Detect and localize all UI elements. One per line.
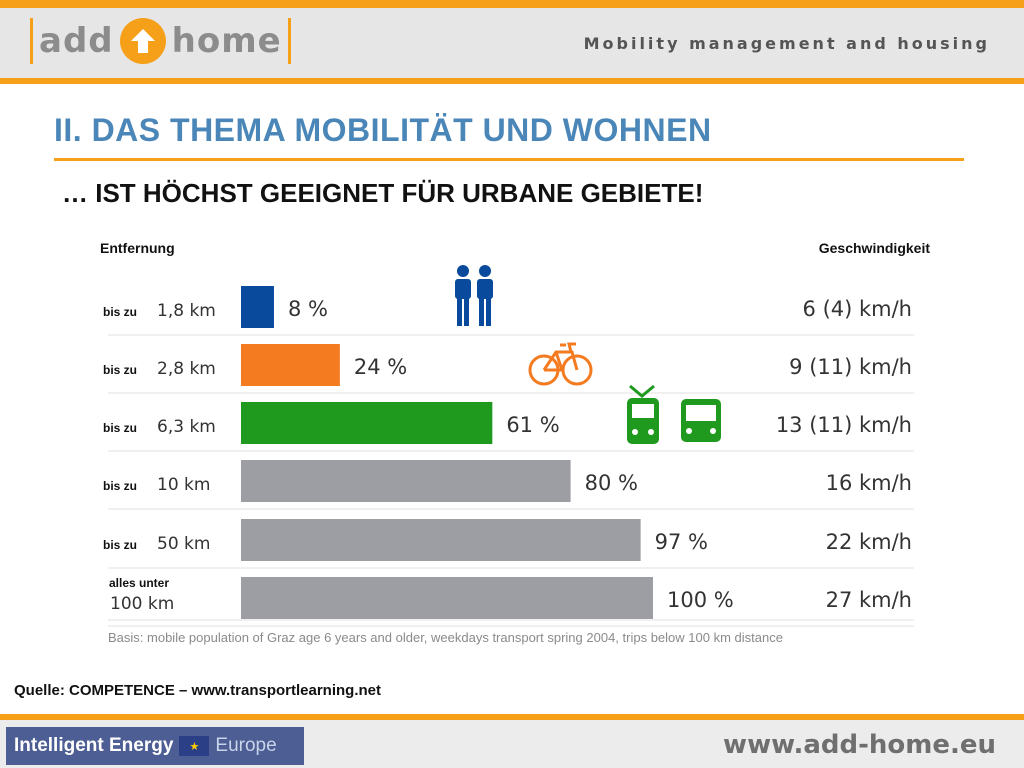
header-bar (0, 8, 1024, 78)
speed-header: Geschwindigkeit (818, 240, 930, 256)
logo-divider (30, 18, 33, 64)
bus-icon (681, 399, 721, 442)
eu-logo-text: Intelligent Energy (14, 735, 174, 756)
percentage-label: 100 % (667, 588, 734, 612)
logo-divider (287, 18, 291, 64)
distance-label: 50 km (157, 534, 210, 554)
percentage-label: 80 % (585, 471, 638, 495)
pedestrians-icon (455, 265, 493, 326)
bar (241, 577, 653, 619)
page-subtitle: … IST HÖCHST GEEIGNET FÜR URBANE GEBIETE… (62, 178, 704, 208)
title-rule (54, 158, 964, 161)
distance-label: 100 km (110, 594, 174, 614)
speed-label: 9 (11) km/h (789, 355, 912, 379)
add-home-logo[interactable]: add home (30, 14, 291, 68)
header-accent-stripe (0, 78, 1024, 84)
distance-header: Entfernung (100, 240, 175, 256)
speed-label: 22 km/h (826, 530, 912, 554)
speed-label: 16 km/h (826, 471, 912, 495)
website-link[interactable]: www.add-home.eu (723, 730, 996, 760)
page-title: II. DAS THEMA MOBILITÄT UND WOHNEN (54, 112, 712, 148)
up-arrow-house-icon (119, 18, 166, 64)
speed-label: 13 (11) km/h (776, 413, 912, 437)
bar (241, 519, 641, 561)
bar (241, 286, 274, 328)
percentage-label: 97 % (655, 530, 708, 554)
bar (241, 344, 340, 386)
distance-label: 2,8 km (157, 359, 216, 379)
percentage-label: 24 % (354, 355, 407, 379)
footer-accent-stripe (0, 714, 1024, 720)
bar (241, 460, 571, 502)
eu-logo-text-europe: Europe (215, 735, 277, 756)
tram-icon (627, 384, 659, 444)
eu-flag-icon: ★ (179, 736, 210, 756)
speed-label: 27 km/h (826, 588, 912, 612)
source-citation: Quelle: COMPETENCE – www.transportlearni… (14, 682, 381, 699)
distance-prefix: bis zu (103, 363, 137, 377)
logo-word-add: add (39, 21, 114, 61)
tagline: Mobility management and housing (583, 34, 990, 53)
distance-label: 10 km (157, 475, 210, 495)
percentage-label: 8 % (288, 297, 328, 321)
speed-label: 6 (4) km/h (803, 297, 912, 321)
distance-prefix: bis zu (103, 538, 137, 552)
chart-basis-note: Basis: mobile population of Graz age 6 y… (108, 630, 783, 645)
top-accent-stripe (0, 0, 1024, 8)
distance-prefix: bis zu (103, 421, 137, 435)
distance-label: 6,3 km (157, 417, 216, 437)
distance-prefix: alles unter (109, 576, 169, 590)
logo-word-home: home (171, 21, 282, 61)
bicycle-icon (528, 342, 593, 386)
distance-prefix: bis zu (103, 305, 137, 319)
percentage-label: 61 % (506, 413, 559, 437)
intelligent-energy-europe-logo[interactable]: Intelligent Energy ★ Europe (6, 727, 304, 765)
distance-prefix: bis zu (103, 479, 137, 493)
distance-label: 1,8 km (157, 301, 216, 321)
bar (241, 402, 493, 444)
